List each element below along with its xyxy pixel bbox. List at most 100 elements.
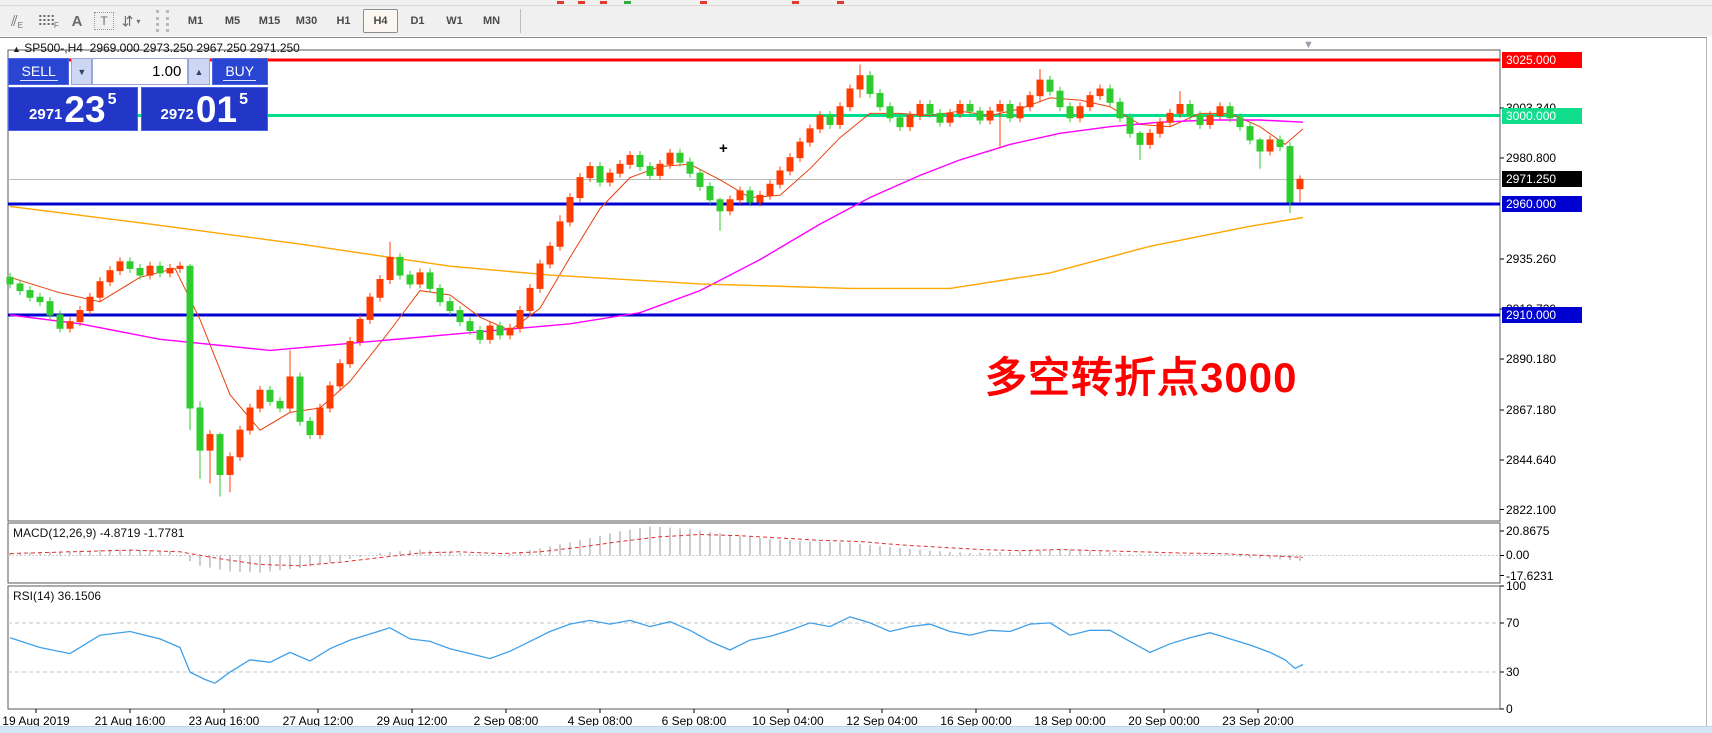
candle — [556, 221, 564, 247]
timeframe-button-h4[interactable]: H4 — [363, 9, 398, 33]
candle — [486, 325, 494, 340]
rsi-tick-label: 30 — [1506, 665, 1520, 680]
timeframe-button-m1[interactable]: M1 — [187, 15, 204, 27]
clipped-row-mark — [557, 1, 564, 4]
collapse-triangle-icon[interactable]: ▲ — [12, 44, 21, 54]
candle — [786, 157, 794, 172]
timeframe-button-m15[interactable]: M15 — [258, 15, 281, 27]
candle — [56, 314, 64, 329]
candle — [1216, 106, 1224, 117]
crosshair-marker: + — [719, 140, 728, 157]
candle — [456, 310, 464, 323]
time-axis-label: 29 Aug 12:00 — [377, 714, 448, 728]
text-label-icon[interactable]: A — [71, 12, 83, 30]
chart-text-annotation: 多空转折点3000 — [985, 354, 1298, 401]
candle — [956, 103, 964, 114]
price-line-badge: 3000.000 — [1502, 107, 1582, 124]
candle — [46, 301, 54, 316]
candle — [526, 287, 534, 312]
candle — [586, 166, 594, 179]
volume-input[interactable]: 1.00 — [92, 58, 189, 85]
candle — [636, 154, 644, 168]
time-axis-label: 4 Sep 08:00 — [568, 714, 633, 728]
candle — [236, 429, 244, 458]
candle — [356, 318, 364, 343]
ask-price-sup: 5 — [239, 91, 248, 108]
candle — [1026, 95, 1034, 108]
candle — [536, 263, 544, 289]
time-axis-label: 19 Aug 2019 — [2, 714, 70, 728]
candle — [766, 183, 774, 196]
candle — [496, 325, 504, 336]
candle — [136, 267, 144, 276]
candle — [706, 185, 714, 201]
bottom-scroll-strip[interactable] — [0, 726, 1712, 733]
candle — [1076, 106, 1084, 119]
candle — [696, 172, 704, 187]
price-tick-label: 2867.180 — [1506, 402, 1557, 417]
ask-price-box[interactable]: 2972 01 5 — [140, 87, 268, 131]
rsi-tick-label: 100 — [1506, 579, 1527, 593]
timeframe-button-m5[interactable]: M5 — [224, 15, 241, 27]
macd-tick-label: 20.8675 — [1506, 524, 1550, 539]
candle — [186, 265, 194, 409]
candle — [656, 163, 664, 176]
candle — [566, 197, 574, 223]
candle — [1056, 90, 1064, 108]
candle — [846, 88, 854, 108]
timeframe-button-h1[interactable]: H1 — [336, 15, 351, 27]
candle — [826, 115, 834, 125]
timeframe-button-d1[interactable]: D1 — [410, 15, 425, 27]
volume-increase-button[interactable]: ▲ — [188, 58, 210, 85]
timeframe-button-mn[interactable]: MN — [482, 15, 501, 27]
candles-group — [6, 64, 1304, 497]
candle — [666, 152, 674, 165]
candle — [276, 400, 284, 409]
candle — [436, 287, 444, 303]
bid-price-box[interactable]: 2971 23 5 — [8, 87, 138, 131]
time-axis-label: 23 Aug 16:00 — [189, 714, 260, 728]
candle — [816, 115, 824, 130]
buy-button[interactable]: BUY — [211, 58, 268, 85]
fibonacci-grid-icon[interactable]: ⠿⠿ F — [37, 12, 58, 30]
price-line-badge: 3025.000 — [1502, 52, 1582, 69]
equidistant-channel-icon[interactable]: ⫽ E — [10, 12, 24, 30]
candle — [1006, 103, 1014, 119]
price-tick-label: 2844.640 — [1506, 452, 1557, 467]
candle — [316, 407, 324, 436]
timeframe-button-m30[interactable]: M30 — [295, 15, 318, 27]
candle — [1276, 139, 1284, 148]
time-axis-label: 27 Aug 12:00 — [283, 714, 354, 728]
text-box-icon[interactable]: T — [94, 12, 114, 30]
candle — [246, 407, 254, 431]
candle — [1266, 139, 1274, 152]
timeframe-button-w1[interactable]: W1 — [446, 15, 463, 27]
candle — [946, 112, 954, 123]
candle — [1296, 178, 1304, 190]
candle — [306, 420, 314, 436]
toolbar-grip-handle[interactable] — [156, 10, 169, 32]
candle — [1176, 103, 1184, 114]
time-axis-label: 21 Aug 16:00 — [95, 714, 166, 728]
arrows-icon[interactable]: ⇵ ▾ — [121, 12, 141, 29]
price-tick-label: 2980.800 — [1506, 151, 1557, 166]
candle — [676, 152, 684, 163]
macd-histogram — [9, 526, 1301, 573]
price-line-badge: 2910.000 — [1502, 306, 1582, 323]
sell-button[interactable]: SELL — [8, 58, 70, 85]
candle — [876, 92, 884, 108]
macd-tick-label: 0.00 — [1506, 548, 1530, 563]
candle — [926, 103, 934, 114]
candle — [16, 283, 24, 292]
macd-signal-line — [9, 533, 1304, 567]
toolbar-separator — [520, 9, 521, 33]
volume-decrease-button[interactable]: ▼ — [71, 58, 93, 85]
candle — [1146, 132, 1154, 145]
candle — [1256, 139, 1264, 152]
candle — [66, 321, 74, 329]
time-axis-label: 12 Sep 04:00 — [846, 714, 918, 728]
candle — [1046, 79, 1054, 92]
trade-panel-price-row: 2971 23 5 2972 01 5 — [8, 87, 268, 131]
